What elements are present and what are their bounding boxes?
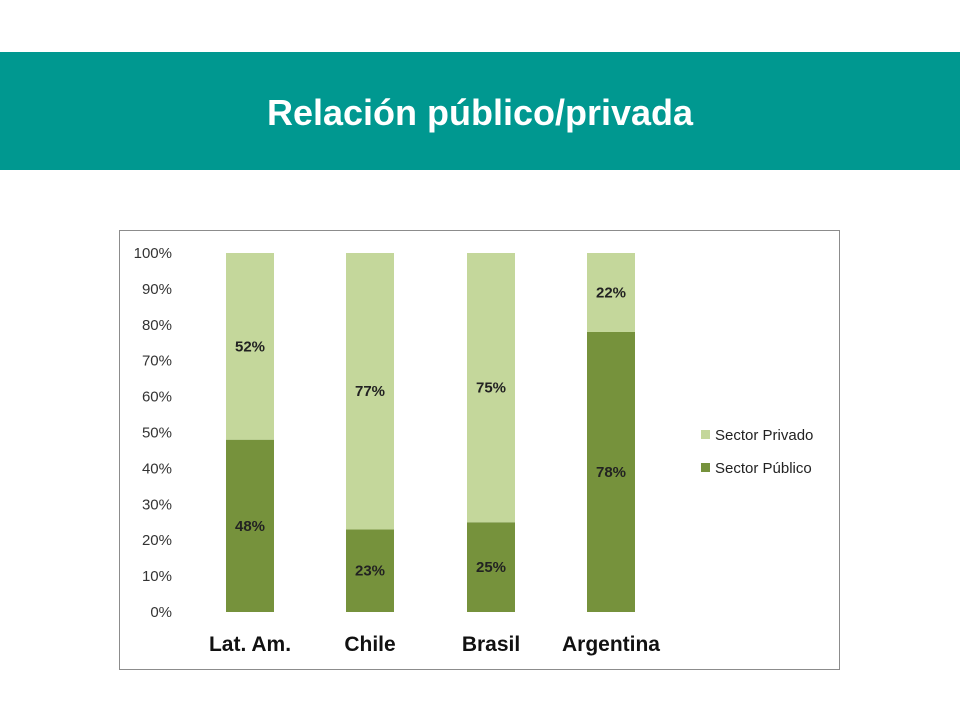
category-label: Argentina: [562, 633, 660, 656]
data-label: 77%: [355, 383, 385, 400]
bar-segment-sector-p-blico: [346, 529, 394, 612]
page-title: Relación público/privada: [266, 92, 694, 133]
y-tick-label: 60%: [142, 389, 172, 406]
y-tick-label: 20%: [142, 532, 172, 549]
data-label: 75%: [476, 380, 506, 397]
legend-swatch: [701, 430, 710, 439]
y-tick-label: 50%: [142, 425, 172, 442]
category-label: Brasil: [462, 633, 520, 656]
y-tick-label: 100%: [134, 245, 172, 262]
legend-label: Sector Público: [715, 460, 812, 477]
category-label: Lat. Am.: [209, 633, 291, 656]
legend-swatch: [701, 463, 710, 472]
bar-segment-sector-privado: [346, 253, 394, 530]
data-label: 23%: [355, 563, 385, 580]
bar-segment-sector-privado: [467, 253, 515, 523]
bar-segment-sector-privado: [226, 253, 274, 440]
bar-segment-sector-p-blico: [467, 522, 515, 612]
y-tick-label: 10%: [142, 568, 172, 585]
data-label: 25%: [476, 559, 506, 576]
y-tick-label: 30%: [142, 496, 172, 513]
stacked-bar-chart: 0% 10% 20% 30% 40% 50% 60% 70% 80% 90% 100% 48% 52% L…: [134, 245, 814, 656]
title-banner: Relación público/privada: [0, 52, 960, 170]
bar-segment-sector-p-blico: [587, 331, 635, 612]
legend-label: Sector Privado: [715, 427, 813, 444]
y-tick-label: 80%: [142, 317, 172, 334]
data-label: 52%: [235, 338, 265, 355]
data-label: 22%: [596, 284, 626, 301]
chart-frame: 0% 10% 20% 30% 40% 50% 60% 70% 80% 90% 100% 48% 52% L…: [119, 230, 840, 670]
y-tick-label: 70%: [142, 353, 172, 370]
y-tick-label: 0%: [150, 604, 172, 621]
category-label: Chile: [344, 633, 395, 656]
data-label: 78%: [596, 464, 626, 481]
bar-segment-sector-p-blico: [226, 439, 274, 612]
y-tick-label: 40%: [142, 460, 172, 477]
y-tick-label: 90%: [142, 281, 172, 298]
data-label: 48%: [235, 518, 265, 535]
bar-segment-sector-privado: [587, 253, 635, 332]
